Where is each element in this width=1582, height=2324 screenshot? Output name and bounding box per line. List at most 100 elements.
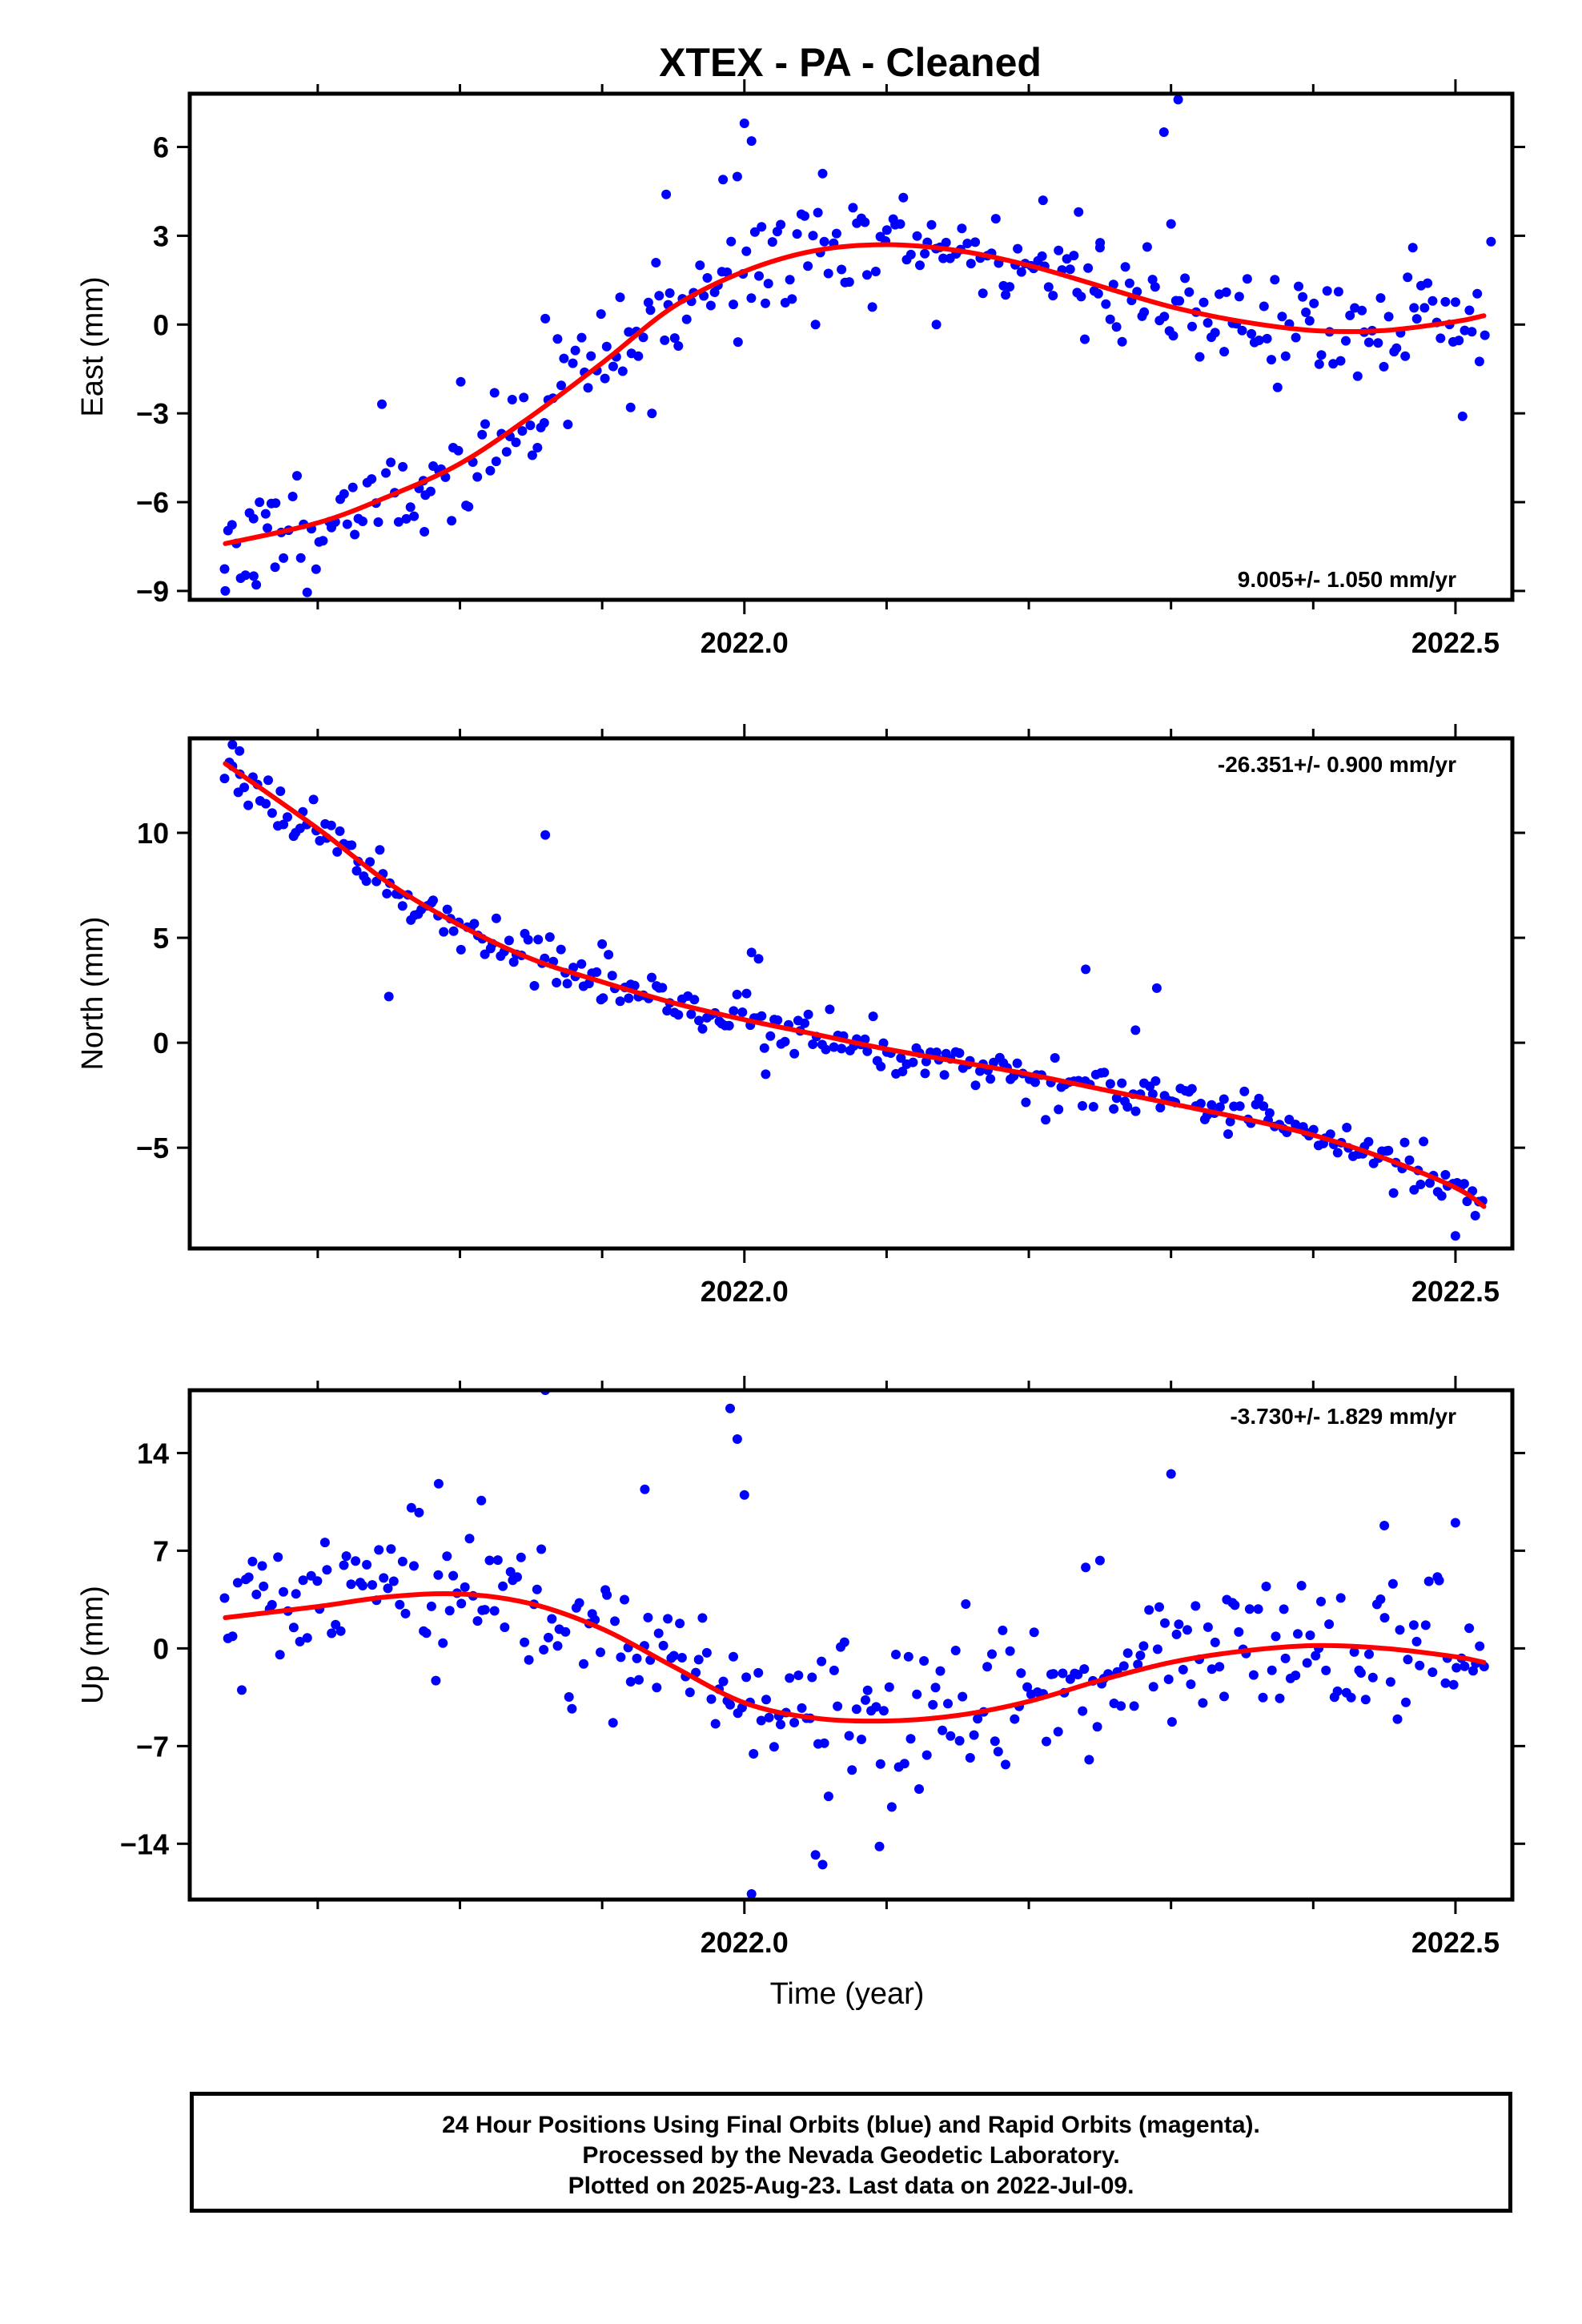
data-point: [1076, 292, 1086, 302]
data-point: [386, 1544, 396, 1554]
data-point: [1435, 333, 1446, 344]
data-point: [1472, 288, 1483, 299]
data-point: [785, 275, 795, 285]
data-point: [477, 429, 488, 440]
data-point: [568, 358, 578, 368]
y-tick-label: −6: [136, 486, 169, 519]
fit-line: [223, 242, 1487, 546]
data-point: [414, 1507, 424, 1518]
data-point: [773, 1015, 783, 1025]
data-point: [335, 1626, 346, 1636]
data-point: [632, 1653, 642, 1663]
data-point: [1399, 1137, 1410, 1148]
data-point: [601, 341, 612, 352]
data-point: [787, 294, 797, 304]
outlier-point: [753, 954, 764, 964]
data-point: [431, 1675, 441, 1686]
data-point: [544, 932, 555, 943]
data-point: [1144, 1605, 1154, 1615]
data-point: [480, 1605, 490, 1615]
data-point: [257, 1561, 267, 1571]
data-point: [1280, 351, 1291, 361]
data-point: [709, 287, 720, 297]
data-point: [433, 1570, 444, 1580]
data-point: [862, 270, 872, 280]
data-point: [914, 1784, 924, 1794]
data-point: [1309, 298, 1319, 308]
data-point: [1298, 292, 1308, 302]
data-point: [1013, 243, 1023, 254]
data-point: [1118, 1661, 1129, 1671]
data-point: [669, 1651, 679, 1661]
data-point: [1470, 1211, 1480, 1220]
data-point: [1350, 303, 1360, 313]
data-point: [243, 1572, 254, 1582]
data-point: [511, 437, 521, 448]
data-point: [935, 1666, 946, 1676]
y-tick-label: 6: [153, 131, 169, 164]
data-point: [406, 1502, 416, 1513]
data-point: [397, 901, 408, 911]
data-point: [753, 1667, 764, 1678]
data-point: [1225, 1116, 1235, 1127]
data-point: [831, 228, 841, 239]
data-point: [367, 474, 377, 485]
data-point: [1464, 1623, 1475, 1634]
data-point: [1301, 308, 1311, 317]
data-point: [263, 523, 272, 533]
outlier-point: [1166, 219, 1176, 229]
data-point: [361, 876, 371, 887]
data-point: [803, 261, 813, 271]
data-point: [625, 1677, 636, 1687]
data-point: [1383, 1145, 1394, 1156]
data-point: [1254, 336, 1264, 345]
data-point: [322, 1565, 332, 1575]
data-point: [978, 288, 988, 299]
data-point: [507, 395, 517, 404]
data-point: [1109, 1104, 1119, 1114]
data-point: [1048, 291, 1058, 301]
data-points: [219, 739, 1488, 1241]
data-point: [219, 564, 230, 574]
data-point: [1180, 273, 1191, 283]
outlier-point: [1038, 195, 1048, 206]
data-point: [1021, 1097, 1031, 1108]
data-point: [251, 1590, 262, 1599]
data-point: [1135, 1651, 1146, 1661]
y-tick-label: 7: [153, 1534, 169, 1567]
data-point: [928, 1699, 938, 1710]
outlier-point: [732, 171, 742, 182]
outlier-point: [746, 1889, 757, 1899]
data-point: [1325, 1129, 1335, 1140]
data-point: [1247, 328, 1257, 339]
outlier-point: [227, 739, 238, 750]
data-point: [643, 297, 653, 308]
data-point: [884, 1682, 894, 1692]
data-point: [1261, 1582, 1271, 1591]
data-point: [456, 376, 466, 387]
data-point: [1168, 331, 1178, 341]
data-point: [732, 989, 742, 999]
data-point: [442, 1551, 452, 1562]
data-point: [724, 1020, 734, 1031]
data-point: [881, 225, 892, 235]
outlier-point: [1166, 1469, 1176, 1479]
data-point: [1275, 1693, 1285, 1703]
data-point: [227, 520, 237, 530]
data-point: [1147, 275, 1158, 285]
y-tick-label: 10: [137, 817, 169, 850]
data-point: [1401, 1697, 1411, 1707]
data-point: [737, 1007, 748, 1017]
data-point: [912, 1689, 922, 1699]
data-point: [837, 1043, 847, 1054]
data-point: [673, 1010, 684, 1020]
data-point: [302, 587, 312, 597]
outlier-point: [1450, 1518, 1460, 1528]
data-point: [1459, 1179, 1469, 1189]
data-point: [847, 1765, 857, 1775]
data-point: [919, 1656, 930, 1666]
data-point: [556, 380, 566, 391]
data-point: [620, 1594, 629, 1605]
data-point: [710, 1719, 721, 1729]
data-point: [448, 926, 459, 936]
